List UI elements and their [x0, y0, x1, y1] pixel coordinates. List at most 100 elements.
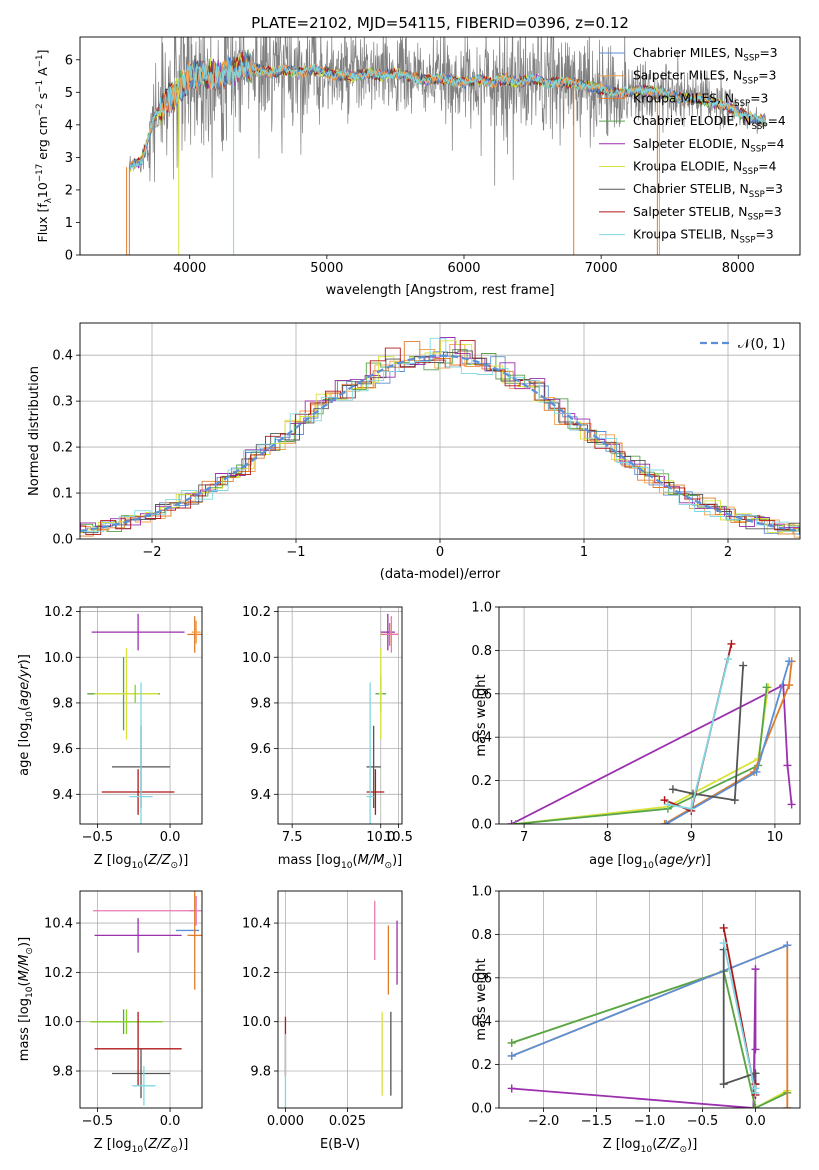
weight-point-marker [785, 681, 794, 690]
x-tick-label: 8000 [722, 261, 755, 276]
mass_weight_vs_Z-chart: −2.0 −1.5 −1.0 −0.5 0.0 0.0 0.2 0.4 0.6 0.8 1.0 [471, 885, 801, 1129]
histogram-series [80, 341, 800, 537]
histogram-series [80, 337, 800, 532]
y-tick-label: 0.8 [471, 928, 492, 943]
x-tick-label: 2 [724, 545, 732, 560]
weight-series-line [722, 942, 757, 1093]
x-tick-label: 10 [767, 830, 784, 845]
x-tick-label: 0.000 [267, 1114, 304, 1129]
legend-entry: 𝒩(0, 1) [738, 337, 785, 352]
axes-frame [79, 322, 801, 540]
y-tick-label: 9.6 [52, 742, 73, 757]
x-tick-label: −0.5 [82, 830, 114, 845]
y-tick-label: 0.2 [52, 441, 73, 456]
y-tick-label: 9.4 [52, 788, 73, 803]
weight-point-marker [751, 1104, 760, 1108]
y-tick-label: 10.2 [242, 966, 271, 981]
y-tick-label: 10.0 [242, 1015, 271, 1030]
y-tick-label: 10.0 [242, 651, 271, 666]
weight-point-marker [660, 796, 669, 805]
histogram-series [80, 337, 800, 535]
plot-area [278, 891, 402, 1108]
histogram-series [80, 340, 800, 535]
x-axis-label: Z [log10(Z/Z⊙)] [94, 1137, 189, 1155]
plot-area [126, 37, 766, 255]
x-tick-label: −0.5 [687, 1114, 719, 1129]
y-tick-label: 0.8 [471, 644, 492, 659]
weight-point-marker [687, 804, 696, 813]
plot-area [80, 607, 202, 824]
x-axis-label: mass [log10(M/M⊙)] [278, 853, 402, 871]
y-tick-label: 0.2 [471, 774, 492, 789]
age_vs_Z-chart: −0.5 0.0 9.4 9.6 9.8 10.0 10.2 [44, 605, 203, 845]
weight-point-marker [727, 639, 736, 648]
weight-point-marker [660, 820, 669, 824]
weight-point-marker [783, 941, 792, 950]
weight-point-marker [751, 1045, 760, 1054]
y-tick-label: 10.0 [44, 651, 73, 666]
weight-series-line [511, 944, 788, 1057]
plot-area [499, 607, 800, 824]
y-axis-label: age [log10(age/yr)] [17, 654, 35, 776]
legend-entry: Salpeter MILES, NSSP=3 [633, 69, 776, 87]
age_vs_mass-chart: 7.5 10.010.59.49.69.810.010.2 [242, 605, 413, 845]
residuals-chart: −2 −1 0 1 2 0.0 0.1 0.2 0.3 0.4 [52, 322, 801, 560]
x-tick-label: 8 [604, 830, 612, 845]
legend-entry: Kroupa ELODIE, NSSP=4 [633, 160, 777, 178]
x-axis-label: Z [log10(Z/Z⊙)] [94, 853, 189, 871]
x-tick-label: 6000 [447, 261, 480, 276]
x-tick-label: 7.5 [282, 830, 303, 845]
plot-area [80, 323, 800, 539]
x-tick-label: 7 [520, 830, 528, 845]
axes-frame [277, 606, 403, 825]
y-axis-label: mass weight [474, 674, 489, 756]
y-tick-label: 5 [65, 86, 73, 101]
x-tick-label: 10.5 [384, 830, 413, 845]
y-tick-label: 0.4 [471, 1015, 492, 1030]
weight-point-marker [511, 820, 520, 824]
y-tick-label: 3 [65, 151, 73, 166]
y-tick-label: 0.6 [471, 687, 492, 702]
weight-point-marker [507, 820, 516, 824]
spectrum-chart: 4000 5000 6000 7000 8000 0 1 2 3 4 5 6 [65, 36, 801, 276]
y-tick-label: 0.1 [52, 487, 73, 502]
weight-series-line [664, 661, 793, 824]
x-tick-label: 0.0 [160, 830, 181, 845]
x-tick-label: 9 [687, 830, 695, 845]
weight-series-line [664, 643, 733, 813]
weight-point-marker [752, 767, 761, 776]
x-tick-label: −0.5 [82, 1114, 114, 1129]
weight-point-marker [749, 1104, 758, 1108]
x-tick-label: 0 [436, 545, 444, 560]
x-tick-label: 10.0 [366, 830, 395, 845]
weight-point-marker [719, 1080, 728, 1089]
legend-entry: Chabrier MILES, NSSP=3 [633, 46, 778, 64]
y-tick-label: 10.2 [242, 605, 271, 620]
grid-lines [499, 607, 800, 824]
y-tick-label: 0.6 [471, 971, 492, 986]
y-axis-label: mass weight [474, 958, 489, 1040]
weight-point-marker [507, 1051, 516, 1060]
x-tick-label: −1 [286, 545, 305, 560]
axes-frame [277, 890, 403, 1109]
axes-frame [79, 36, 801, 256]
plot-area [80, 891, 202, 1108]
weight-point-marker [783, 761, 792, 770]
mass_vs_EBV-chart: 0.000 0.025 9.8 10.0 10.2 10.4 [242, 890, 403, 1129]
histogram-series [80, 350, 800, 534]
axes-frame [498, 606, 801, 825]
y-tick-label: 1 [65, 216, 73, 231]
y-axis-label: mass [log10(M/M⊙)] [17, 937, 35, 1061]
x-tick-label: 7000 [585, 261, 618, 276]
x-axis-label: E(B-V) [320, 1137, 360, 1152]
spectrum-model-line [128, 57, 766, 172]
y-tick-label: 9.8 [52, 1065, 73, 1080]
weight-series-line [515, 687, 768, 824]
x-tick-label: −2.0 [528, 1114, 560, 1129]
weight-point-marker [730, 796, 739, 805]
y-tick-label: 1.0 [471, 885, 492, 900]
weight-series-line [722, 949, 757, 1086]
y-tick-label: 9.8 [250, 696, 271, 711]
x-tick-label: 5000 [310, 261, 343, 276]
y-tick-label: 10.2 [44, 605, 73, 620]
